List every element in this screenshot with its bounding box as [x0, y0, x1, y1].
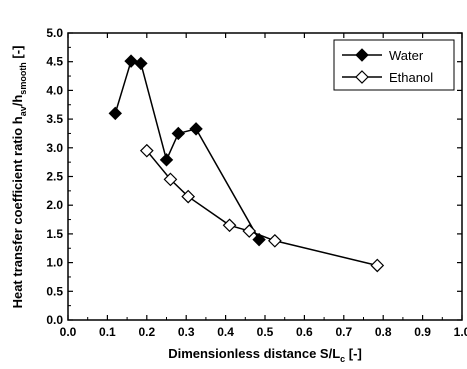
- series-line-ethanol: [146, 150, 378, 267]
- y-tick-label: 2.5: [46, 170, 63, 184]
- y-tick-label: 2.0: [46, 198, 63, 212]
- legend: Water Ethanol: [333, 39, 455, 91]
- legend-ethanol-label: Ethanol: [389, 70, 433, 85]
- data-point-water: [124, 54, 138, 68]
- x-tick-label: 1.0: [454, 325, 467, 339]
- x-tick-label: 0.3: [178, 325, 195, 339]
- series-line-water: [114, 60, 260, 241]
- data-point-ethanol: [139, 143, 154, 158]
- legend-box: [333, 39, 455, 91]
- y-tick-label: 0.0: [46, 313, 63, 327]
- y-axis-title: Heat transfer coefficient ratio hav/hsmo…: [10, 46, 28, 309]
- y-tick-labels: 0.0 0.5 1.0 1.5 2.0 2.5 3.0 3.5 4.0 4.5 5.0: [46, 26, 63, 327]
- y-tick-label: 0.5: [46, 284, 63, 298]
- legend-ethanol-marker: [355, 70, 369, 84]
- legend-item-water: Water: [342, 48, 424, 63]
- data-point-ethanol: [222, 218, 237, 233]
- x-axis-title: Dimensionless distance S/Lc [-]: [168, 346, 362, 364]
- x-tick-labels: 0.0 0.1 0.2 0.3 0.4 0.5 0.6 0.7 0.8 0.9 1.0: [60, 325, 467, 339]
- legend-water-marker: [355, 48, 369, 62]
- data-point-ethanol: [181, 189, 196, 204]
- legend-item-ethanol: Ethanol: [342, 70, 433, 85]
- y-tick-label: 3.5: [46, 112, 63, 126]
- data-point-water: [189, 122, 203, 136]
- x-tick-label: 0.4: [217, 325, 234, 339]
- x-tick-label: 0.0: [60, 325, 77, 339]
- legend-water-label: Water: [389, 48, 424, 63]
- x-tick-label: 0.1: [99, 325, 116, 339]
- data-point-ethanol: [370, 258, 385, 273]
- x-tick-label: 0.5: [257, 325, 274, 339]
- y-tick-label: 3.0: [46, 141, 63, 155]
- data-point-water: [171, 126, 186, 141]
- y-tick-label: 1.0: [46, 256, 63, 270]
- x-tick-label: 0.8: [375, 325, 392, 339]
- data-point-ethanol: [163, 172, 178, 187]
- y-tick-label: 5.0: [46, 26, 63, 40]
- x-tick-label: 0.2: [138, 325, 155, 339]
- series-layer: [108, 54, 385, 273]
- data-point-water: [159, 153, 174, 167]
- y-tick-label: 4.5: [46, 55, 63, 69]
- data-point-water: [134, 56, 148, 71]
- plot-frame: [67, 32, 463, 321]
- y-tick-label: 1.5: [46, 227, 63, 241]
- x-tick-label: 0.9: [414, 325, 431, 339]
- y-tick-label: 4.0: [46, 83, 63, 97]
- x-tick-label: 0.7: [335, 325, 352, 339]
- x-tick-label: 0.6: [296, 325, 313, 339]
- data-point-ethanol: [268, 233, 282, 248]
- data-point-ethanol: [242, 224, 257, 238]
- data-point-water: [108, 106, 122, 121]
